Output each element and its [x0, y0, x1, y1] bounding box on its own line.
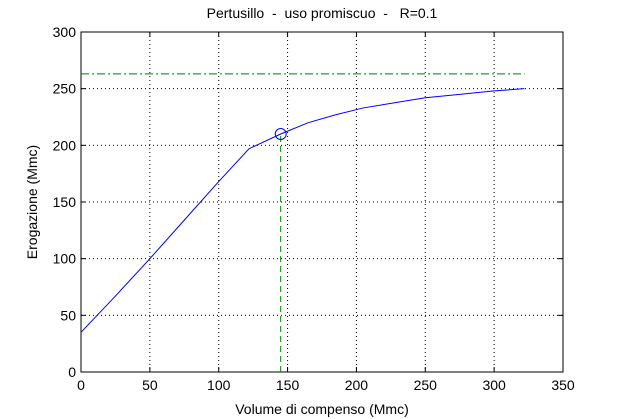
y-axis-label: Erogazione (Mmc) — [24, 145, 40, 259]
y-tick-label: 100 — [53, 251, 77, 267]
x-tick-label: 50 — [142, 377, 158, 393]
y-tick-label: 50 — [60, 307, 76, 323]
marker — [274, 128, 287, 140]
y-tick-label: 300 — [53, 24, 77, 40]
y-tick-label: 0 — [68, 364, 76, 380]
x-tick-label: 250 — [414, 377, 438, 393]
x-tick-label: 150 — [276, 377, 300, 393]
x-tick-label: 300 — [482, 377, 506, 393]
y-tick-label: 250 — [53, 81, 77, 97]
x-tick-label: 100 — [207, 377, 231, 393]
axes-box — [80, 31, 564, 373]
x-axis-label: Volume di compenso (Mmc) — [235, 401, 409, 417]
y-tick-label: 150 — [53, 194, 77, 210]
x-tick-label: 0 — [77, 377, 85, 393]
chart-title: Pertusillo - uso promiscuo - R=0.1 — [207, 5, 438, 21]
x-tick-label: 200 — [345, 377, 369, 393]
data-line — [80, 88, 525, 333]
y-tick-label: 200 — [53, 137, 77, 153]
x-tick-label: 350 — [551, 377, 575, 393]
